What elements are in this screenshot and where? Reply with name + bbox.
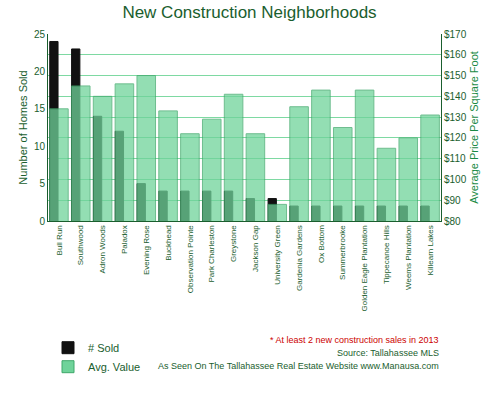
svg-text:Evening Rose: Evening Rose xyxy=(142,225,151,275)
svg-text:0: 0 xyxy=(39,216,45,227)
svg-text:$140: $140 xyxy=(444,91,467,102)
svg-text:Southwood: Southwood xyxy=(76,225,85,265)
svg-text:Paladox: Paladox xyxy=(120,225,129,254)
svg-text:10: 10 xyxy=(34,141,46,152)
svg-text:* At least 2 new construction: * At least 2 new construction sales in 2… xyxy=(270,335,439,345)
svg-text:Killearn Lakes: Killearn Lakes xyxy=(426,225,435,275)
svg-text:15: 15 xyxy=(34,103,46,114)
svg-text:Adron Woods: Adron Woods xyxy=(98,225,107,273)
svg-text:$120: $120 xyxy=(444,132,467,143)
svg-text:$170: $170 xyxy=(444,29,467,40)
svg-text:Buckhead: Buckhead xyxy=(164,225,173,261)
svg-text:5: 5 xyxy=(39,178,45,189)
svg-text:Golden Eagle Plantation: Golden Eagle Plantation xyxy=(360,225,369,311)
svg-text:20: 20 xyxy=(34,66,46,77)
svg-text:Jackson Gap: Jackson Gap xyxy=(251,225,260,272)
svg-text:Summerbrooke: Summerbrooke xyxy=(338,225,347,280)
svg-text:# Sold: # Sold xyxy=(88,342,119,354)
svg-text:Park Charleston: Park Charleston xyxy=(207,225,216,282)
svg-text:Ox Bottom: Ox Bottom xyxy=(317,225,326,263)
svg-text:$110: $110 xyxy=(444,153,466,164)
svg-text:Weems Plantation: Weems Plantation xyxy=(404,225,413,290)
svg-text:Gardenia Gardens: Gardenia Gardens xyxy=(295,225,304,291)
svg-text:$90: $90 xyxy=(444,195,461,206)
svg-text:University Green: University Green xyxy=(273,225,282,285)
svg-text:Source: Tallahassee MLS: Source: Tallahassee MLS xyxy=(337,348,439,358)
svg-text:Observation Pointe: Observation Pointe xyxy=(186,225,195,294)
svg-text:$130: $130 xyxy=(444,112,467,123)
svg-text:As Seen On The Tallahassee Rea: As Seen On The Tallahassee Real Estate W… xyxy=(158,361,439,371)
svg-text:Tippecanoe Hills: Tippecanoe Hills xyxy=(382,225,391,284)
svg-text:New Construction Neighborhoods: New Construction Neighborhoods xyxy=(122,3,376,22)
svg-text:Greystone: Greystone xyxy=(229,225,238,262)
svg-text:Bull Run: Bull Run xyxy=(55,225,64,255)
svg-text:$160: $160 xyxy=(444,49,467,60)
svg-text:$80: $80 xyxy=(444,216,461,227)
svg-text:$100: $100 xyxy=(444,174,467,185)
svg-text:Average Price Per Square Foot: Average Price Per Square Foot xyxy=(468,51,480,204)
svg-text:$150: $150 xyxy=(444,70,467,81)
svg-text:Number of Homes Sold: Number of Homes Sold xyxy=(17,70,29,184)
svg-text:Avg. Value: Avg. Value xyxy=(88,361,140,373)
svg-text:25: 25 xyxy=(34,29,46,40)
